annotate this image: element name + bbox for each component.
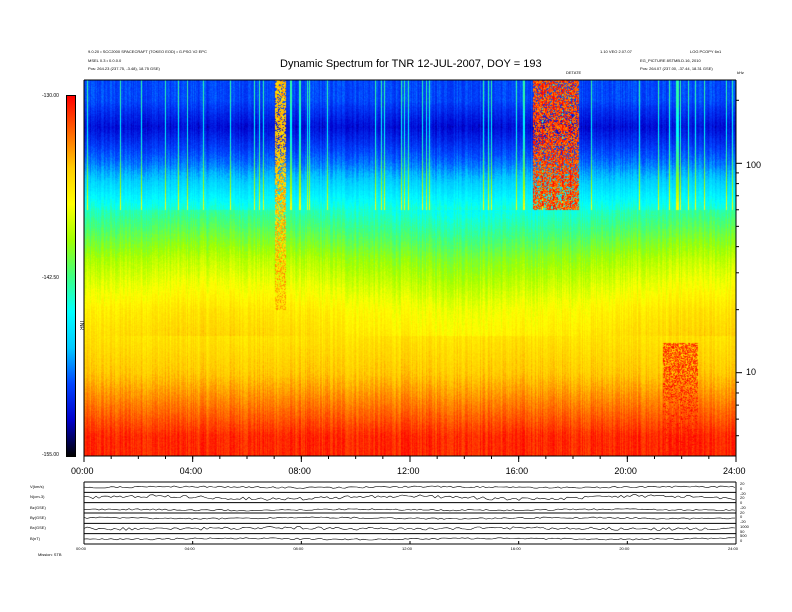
panel-right-tick-label: 0 (740, 500, 743, 506)
x-tick-label: 20:00 (614, 466, 637, 476)
freq-unit-label: kHz (737, 70, 744, 75)
panel-label: B(nT) (30, 535, 40, 541)
panel-label: N(cm-3) (30, 494, 45, 500)
panel-right-tick-label: 50 (740, 528, 745, 534)
panel-trace (83, 508, 736, 512)
panel-right-tick-label: 1000 (740, 523, 749, 529)
panel-x-tick-label: 24:00 (728, 546, 739, 551)
panel-right-tick-label: 500 (740, 533, 747, 539)
panel-trace (83, 485, 736, 489)
panel-x-tick-label: 12:00 (402, 546, 413, 551)
panel-label: V(km/s) (30, 484, 44, 489)
chart-title: Dynamic Spectrum for TNR 12-JUL-2007, DO… (280, 58, 542, 70)
panel-right-tick-label: 0 (740, 538, 743, 544)
panel-label: Bx(GSE) (30, 525, 46, 531)
panel-x-tick-label: 20:00 (619, 546, 630, 551)
x-tick-label: 08:00 (288, 466, 311, 476)
panel-right-tick-label: -20 (740, 490, 746, 496)
y-tick-label-10: 10 (746, 367, 757, 377)
panel-trace (84, 494, 736, 501)
panel-right-tick-label: -20 (740, 504, 746, 510)
footer-label: Mission: STB (38, 552, 62, 557)
colorbar-mid-label: -142.50 (42, 275, 59, 281)
x-tick-label: 12:00 (397, 466, 420, 476)
colorbar-min-label: -155.00 (42, 452, 59, 458)
header-right-line1: 1.10 VEO 2.07.07 (600, 49, 632, 54)
panel-right-tick-label: 20 (740, 481, 745, 486)
y-tick-label-100: 100 (746, 160, 762, 170)
x-tick-label: 04:00 (179, 466, 203, 476)
spectrogram-heatmap (84, 80, 736, 456)
panel-right-tick-label: 20 (740, 495, 745, 501)
colorbar (66, 95, 76, 457)
x-tick-label: 16:00 (505, 466, 529, 476)
colorbar-max-label: -130.00 (42, 93, 59, 99)
x-tick-label: 24:00 (723, 466, 746, 476)
panel-x-tick-label: 08:00 (293, 546, 304, 551)
panel-x-tick-label: 16:00 (510, 546, 521, 551)
panel-right-tick-label: 0 (740, 514, 743, 520)
x-tick-label: 00:00 (71, 466, 94, 476)
panel-label: By(GSE) (30, 515, 46, 520)
panel-trace (83, 516, 736, 520)
header-right-line3: EG_PICTURE 8STMB.D.16, 2010 (640, 58, 701, 63)
panel-x-tick-label: 00:00 (76, 546, 87, 551)
panel-right-tick-label: -20 (740, 519, 746, 525)
panel-label: Bz(GSE) (30, 504, 46, 510)
panel-right-tick-label: 20 (740, 509, 745, 515)
header-left-line1: 9.0.20 • SCC2000 SPACECRAFT (TOKEO EOD) … (88, 49, 207, 54)
panel-right-tick-label: 0 (740, 485, 743, 491)
panel-x-tick-label: 04:00 (184, 546, 195, 551)
header-right-line4: Pos: 264.07 (237.00, -37.44, 18.31 GSE) (640, 66, 713, 71)
header-left-line3: Pos: 264.23 (237.75, -3.48), 18.75 GSE) (88, 66, 160, 71)
panel-trace (83, 537, 736, 541)
top-mark: DETATE (566, 70, 582, 75)
header-left-line2: MSEL 0.3 • 0.0.0.0 (88, 58, 122, 63)
header-right-line2: LOG PCOPY 6n1 (690, 49, 722, 54)
panel-trace (83, 526, 736, 531)
